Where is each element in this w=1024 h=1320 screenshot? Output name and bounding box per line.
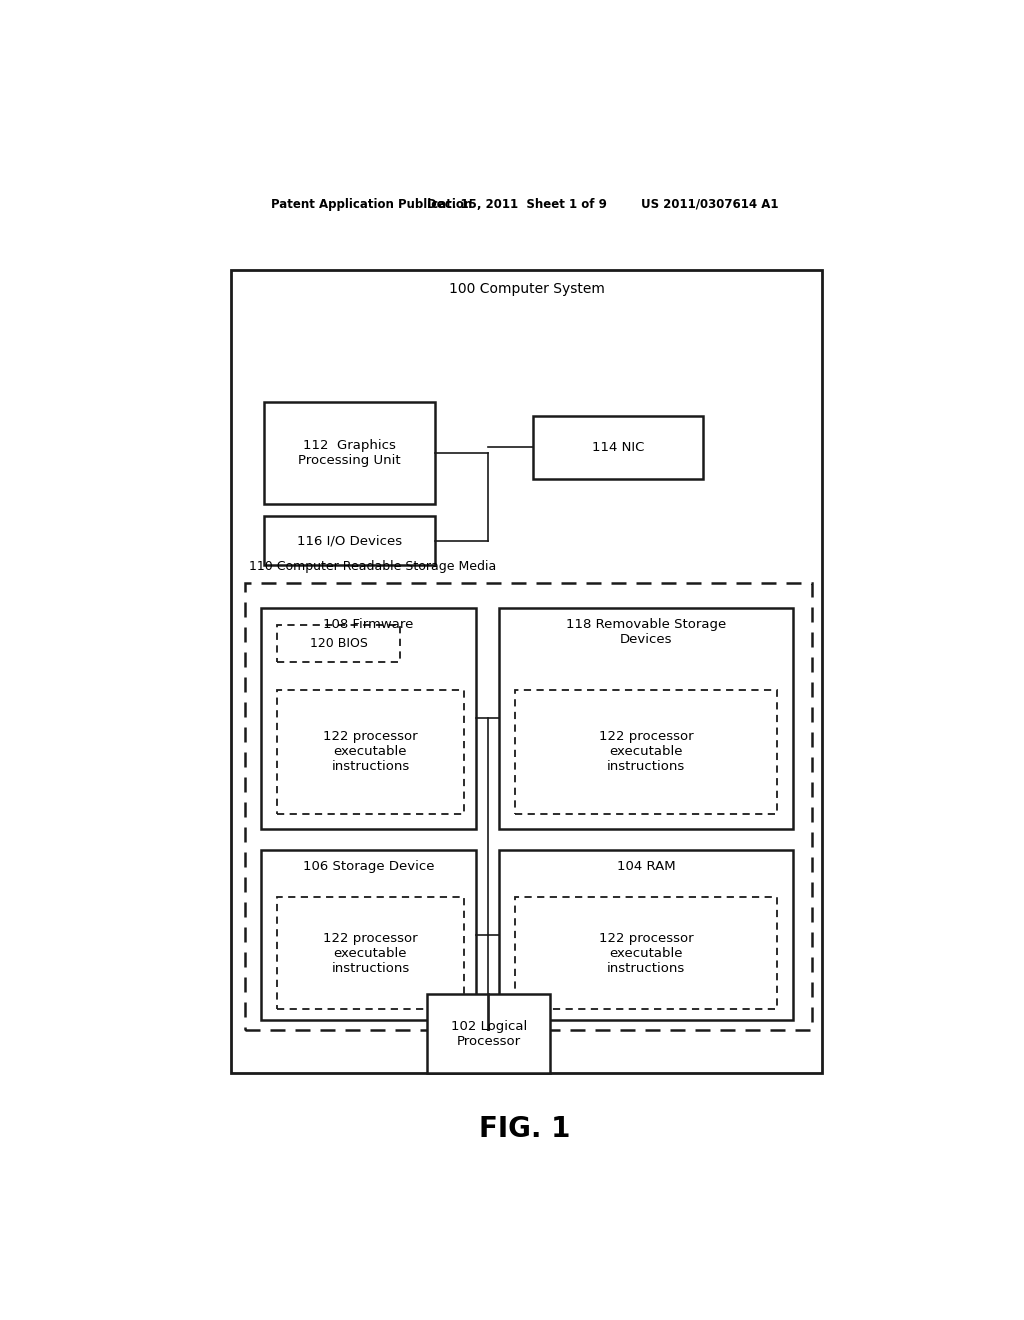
Bar <box>264 516 435 565</box>
Text: 114 NIC: 114 NIC <box>592 441 644 454</box>
Text: 102 Logical
Processor: 102 Logical Processor <box>451 1019 526 1048</box>
Bar <box>500 850 793 1020</box>
Text: 110 Computer Readable Storage Media: 110 Computer Readable Storage Media <box>249 560 496 573</box>
Bar <box>515 898 777 1008</box>
Bar <box>427 994 550 1073</box>
Text: 106 Storage Device: 106 Storage Device <box>303 859 434 873</box>
Bar <box>278 898 464 1008</box>
Text: 116 I/O Devices: 116 I/O Devices <box>297 535 402 546</box>
Bar <box>500 607 793 829</box>
Bar <box>231 271 822 1073</box>
Text: 100 Computer System: 100 Computer System <box>449 282 605 297</box>
Text: 108 Firmware: 108 Firmware <box>324 618 414 631</box>
Bar <box>246 583 812 1031</box>
Text: 122 processor
executable
instructions: 122 processor executable instructions <box>324 932 418 974</box>
Bar <box>515 690 777 814</box>
Bar <box>261 607 475 829</box>
Bar <box>264 403 435 504</box>
Text: FIG. 1: FIG. 1 <box>479 1115 570 1143</box>
Bar <box>261 850 475 1020</box>
Text: Patent Application Publication: Patent Application Publication <box>270 198 472 211</box>
Text: Dec. 15, 2011  Sheet 1 of 9: Dec. 15, 2011 Sheet 1 of 9 <box>427 198 607 211</box>
Text: 104 RAM: 104 RAM <box>616 859 676 873</box>
Text: 112  Graphics
Processing Unit: 112 Graphics Processing Unit <box>299 440 401 467</box>
Text: US 2011/0307614 A1: US 2011/0307614 A1 <box>641 198 778 211</box>
Text: 122 processor
executable
instructions: 122 processor executable instructions <box>599 730 693 774</box>
Text: 122 processor
executable
instructions: 122 processor executable instructions <box>324 730 418 774</box>
Bar <box>278 624 400 661</box>
Text: 122 processor
executable
instructions: 122 processor executable instructions <box>599 932 693 974</box>
Bar <box>532 416 703 479</box>
Text: 118 Removable Storage
Devices: 118 Removable Storage Devices <box>566 618 726 645</box>
Text: 120 BIOS: 120 BIOS <box>310 636 368 649</box>
Bar <box>278 690 464 814</box>
